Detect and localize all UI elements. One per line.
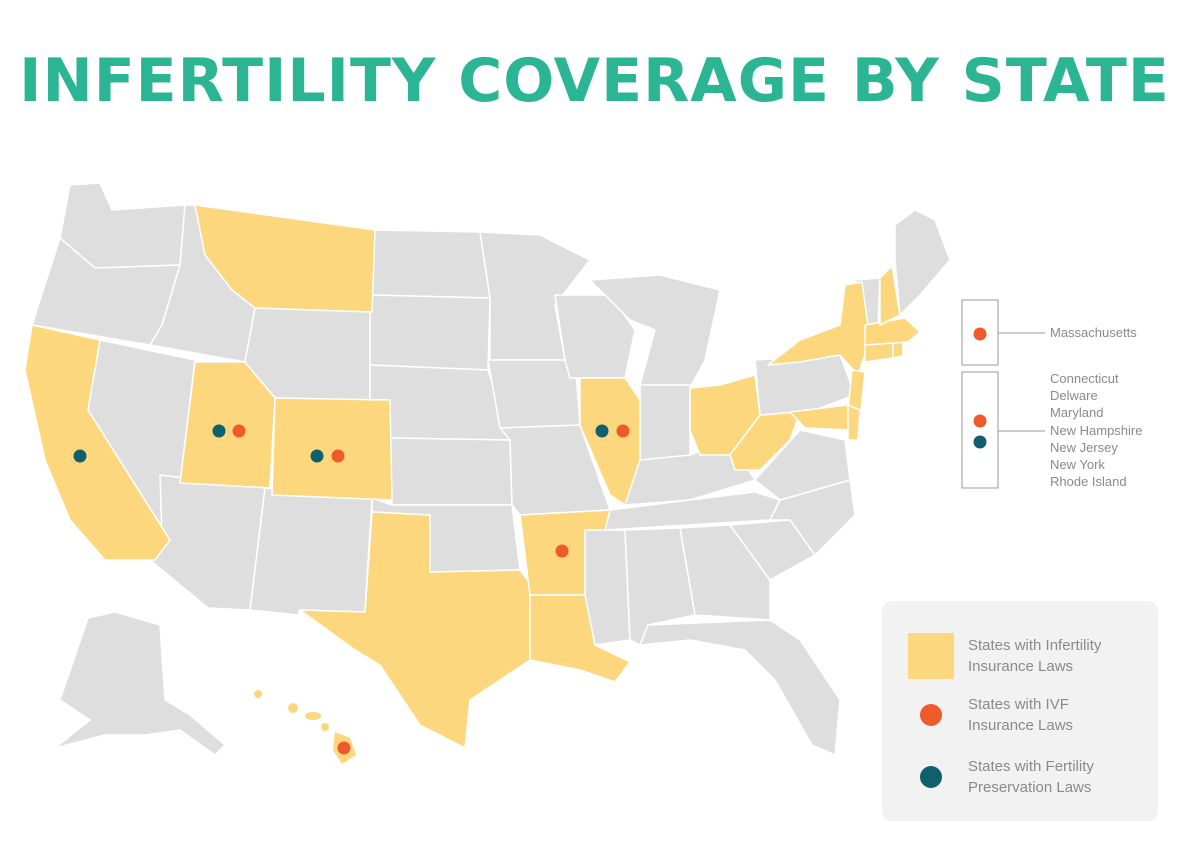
- state-colorado: [271, 397, 393, 501]
- state-california: [24, 324, 171, 561]
- callout-state-name: Connecticut: [1050, 371, 1119, 386]
- state-minnesota: [479, 231, 591, 361]
- ivf-dot-illinois: [616, 424, 630, 438]
- legend-item-ivf: States with IVF Insurance Laws: [882, 694, 1158, 744]
- state-montana: [194, 204, 376, 313]
- callout-ivf-dot-massachusetts: [973, 327, 987, 341]
- legend-item-infertility: States with Infertility Insurance Laws: [882, 631, 1158, 681]
- state-louisiana: [529, 594, 631, 683]
- callout-state-name: Rhode Island: [1050, 474, 1127, 490]
- state-massachusetts: [864, 317, 921, 346]
- legend-label: States with Infertility Insurance Laws: [968, 637, 1102, 675]
- state-illinois: [579, 377, 641, 506]
- state-new-mexico: [249, 487, 373, 616]
- callout-label-massachusetts: Massachusetts: [1050, 324, 1137, 341]
- state-virginia: [754, 429, 851, 501]
- ivf-dot-colorado: [331, 449, 345, 463]
- state-alaska: [54, 611, 226, 756]
- state-texas: [299, 511, 536, 749]
- legend-label: States with Fertility Preservation Laws: [968, 758, 1094, 796]
- ivf-dot-hawaii: [337, 741, 351, 755]
- state-delaware: [847, 404, 861, 441]
- callout-state-name: Delware: [1050, 388, 1098, 404]
- fertility-preservation-dot-colorado: [310, 449, 324, 463]
- state-south-dakota: [369, 294, 491, 371]
- state-iowa: [487, 359, 581, 429]
- page-title: INFERTILITY COVERAGE BY STATE: [19, 46, 1170, 116]
- yellow-square-swatch: [908, 633, 954, 679]
- fertility-preservation-dot-utah: [212, 424, 226, 438]
- northeast-callouts: [961, 299, 1045, 489]
- callout-bracket-group: [961, 371, 999, 489]
- legend-label: States with IVF Insurance Laws: [968, 696, 1074, 734]
- state-new-hampshire: [879, 265, 901, 326]
- legend-item-preservation: States with Fertility Preservation Laws: [882, 756, 1158, 806]
- state-new-york: [767, 281, 871, 376]
- callout-bracket-massachusetts: [961, 299, 999, 366]
- ivf-dot-arkansas: [555, 544, 569, 558]
- callout-state-name: New York: [1050, 457, 1105, 473]
- states-gray-layer: [31, 182, 951, 756]
- states-infertility-layer: [24, 204, 921, 764]
- callout-fertility-preservation-dot-group: [973, 435, 987, 449]
- state-kansas: [389, 437, 513, 506]
- state-georgia: [679, 524, 771, 621]
- state-florida: [639, 619, 841, 756]
- teal-dot-swatch: [920, 766, 942, 788]
- callout-label-group: Connecticut Delware Maryland New Hampshi…: [1050, 370, 1142, 490]
- state-maine: [894, 209, 951, 316]
- map-markers: [73, 424, 630, 755]
- callout-state-name: New Jersey: [1050, 439, 1118, 455]
- ivf-dot-utah: [232, 424, 246, 438]
- fertility-preservation-dot-california: [73, 449, 87, 463]
- callout-ivf-dot-group: [973, 414, 987, 428]
- orange-dot-swatch: [920, 704, 942, 726]
- callout-state-name: New Hampshire: [1050, 422, 1143, 438]
- state-utah: [179, 361, 276, 489]
- fertility-preservation-dot-illinois: [595, 424, 609, 438]
- map-legend: States with Infertility Insurance Laws S…: [882, 601, 1158, 821]
- callout-state-name: Massachusetts: [1050, 325, 1137, 340]
- state-north-dakota: [369, 229, 491, 299]
- callout-state-name: Maryland: [1050, 405, 1104, 421]
